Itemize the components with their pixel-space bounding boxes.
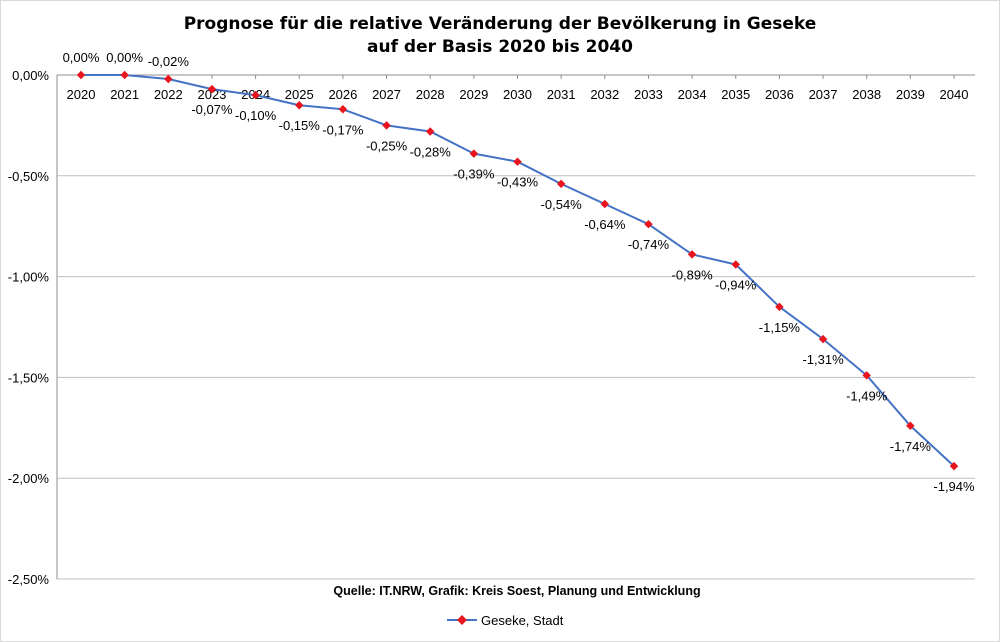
y-tick-label: -1,50% [8,370,50,385]
y-tick-label: -1,00% [8,270,50,285]
data-point [556,179,566,189]
y-tick-label: -2,00% [8,471,50,486]
data-label: -0,10% [235,108,277,123]
data-label: -0,64% [584,217,626,232]
data-point [949,461,959,471]
data-point [425,127,435,136]
x-tick-label: 2021 [110,87,139,102]
x-tick-label: 2031 [547,87,576,102]
x-tick-label: 2037 [809,87,838,102]
data-point [164,74,173,84]
x-tick-label: 2038 [852,87,881,102]
data-label: -0,94% [715,278,757,293]
data-point [295,100,304,110]
x-axis: 2020202120222023202420252026202720282029… [67,75,969,102]
chart-subtitle: auf der Basis 2020 bis 2040 [367,37,633,57]
source-note: Quelle: IT.NRW, Grafik: Kreis Soest, Pla… [333,584,700,598]
data-label: -0,89% [671,267,713,282]
x-tick-label: 2034 [678,87,707,102]
series-line [81,74,955,467]
data-point [76,70,86,80]
data-point [251,90,260,100]
x-tick-label: 2035 [721,87,750,102]
data-label: 0,00% [106,50,143,65]
data-point [469,149,479,158]
data-point [382,121,391,130]
x-tick-label: 2027 [372,87,401,102]
data-point [513,157,522,166]
data-label: 0,00% [63,50,100,65]
gridlines [57,74,975,580]
data-point [207,84,217,94]
x-tick-label: 2030 [503,87,532,102]
series-geseke [76,70,959,471]
data-label: -0,54% [541,197,583,212]
data-label: -1,74% [890,439,932,454]
data-label: -0,17% [322,122,364,137]
data-label: -1,31% [802,352,844,367]
data-point [600,199,610,209]
data-label: -0,43% [497,175,539,190]
data-labels: 0,00% 0,00% -0,02% -0,07% -0,10%-0,15% -0,17%… [63,50,975,494]
legend-marker-swatch [457,615,467,625]
data-point [731,260,740,269]
data-point [338,105,348,114]
data-label: -0,07% [191,102,233,117]
x-tick-label: 2040 [940,87,969,102]
data-label: -0,15% [279,118,321,133]
data-point [906,421,915,431]
x-tick-label: 2033 [634,87,663,102]
data-point [818,334,828,344]
chart-title: Prognose für die relative Veränderung de… [184,14,817,34]
data-point [120,70,129,80]
x-tick-label: 2032 [590,87,619,102]
legend-label: Geseke, Stadt [481,613,564,628]
data-label: -0,02% [148,54,190,69]
x-tick-label: 2029 [459,87,488,102]
y-tick-label: 0,00% [12,68,49,83]
y-tick-label: -2,50% [8,572,50,587]
data-label: -1,49% [846,388,888,403]
x-tick-label: 2039 [896,87,925,102]
x-tick-label: 2025 [285,87,314,102]
x-tick-label: 2020 [67,87,96,102]
x-tick-label: 2026 [328,87,357,102]
x-tick-label: 2036 [765,87,794,102]
data-label: -0,39% [453,167,495,182]
data-label: -0,25% [366,138,408,153]
y-axis: 0,00% -0,50% -1,00% -1,50% -2,00% -2,50% [8,68,58,587]
y-tick-label: -0,50% [8,169,50,184]
data-point [775,302,784,312]
data-point [862,371,871,380]
data-label: -0,28% [410,144,452,159]
legend: Geseke, Stadt [447,613,564,628]
data-label: -1,15% [759,320,801,335]
x-tick-label: 2022 [154,87,183,102]
data-label: -0,74% [628,237,670,252]
data-label: -1,94% [933,479,975,494]
x-tick-label: 2028 [416,87,445,102]
